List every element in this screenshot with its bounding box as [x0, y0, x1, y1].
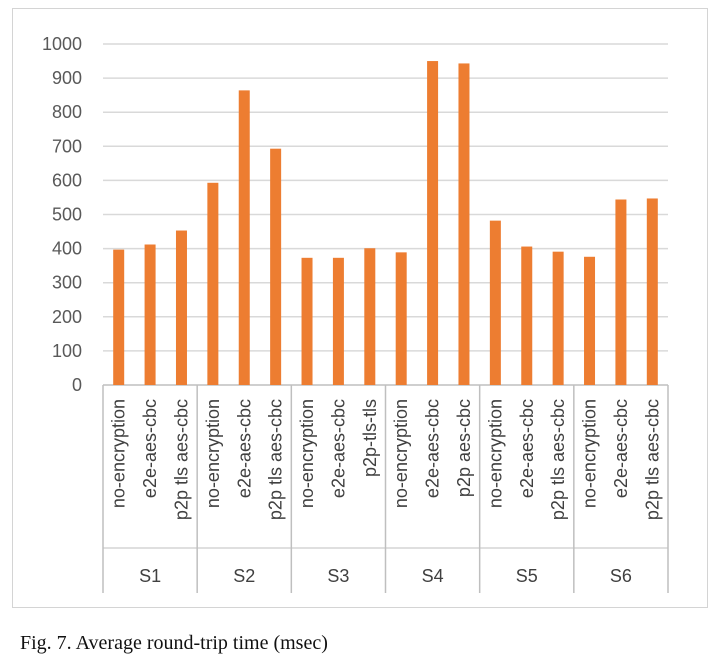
bar [332, 257, 344, 385]
x-category-label: p2p tls aes-cbc [171, 399, 191, 520]
y-tick-label: 500 [52, 205, 82, 225]
x-group-label: S1 [139, 566, 161, 586]
x-category-label: p2p tls aes-cbc [642, 399, 662, 520]
y-tick-label: 700 [52, 136, 82, 156]
y-tick-label: 1000 [42, 34, 82, 54]
bar [175, 230, 187, 385]
y-tick-label: 300 [52, 273, 82, 293]
x-category-label: no-encryption [485, 399, 505, 508]
x-category-label: e2e-aes-cbc [234, 399, 254, 498]
x-category-label: p2p tls aes-cbc [266, 399, 286, 520]
y-tick-label: 400 [52, 239, 82, 259]
x-category-label: no-encryption [391, 399, 411, 508]
x-category-label: e2e-aes-cbc [328, 399, 348, 498]
bar [521, 246, 533, 385]
bar [238, 90, 250, 385]
x-category-label: no-encryption [297, 399, 317, 508]
bar [552, 251, 564, 385]
bar [395, 252, 407, 385]
x-category-label: e2e-aes-cbc [423, 399, 443, 498]
bar [584, 256, 596, 385]
y-tick-label: 800 [52, 102, 82, 122]
bar [427, 61, 439, 386]
x-category-label: p2p aes-cbc [454, 399, 474, 497]
x-category-label: p2p-tls-tls [360, 399, 380, 477]
x-group-label: S2 [233, 566, 255, 586]
y-tick-label: 900 [52, 68, 82, 88]
x-group-label: S3 [327, 566, 349, 586]
bar [615, 199, 627, 385]
bar [144, 244, 156, 385]
figure-caption: Fig. 7. Average round-trip time (msec) [20, 632, 328, 654]
x-category-label: no-encryption [109, 399, 129, 508]
bar [270, 148, 282, 385]
x-category-label: no-encryption [203, 399, 223, 508]
bar [364, 248, 376, 385]
y-tick-label: 100 [52, 341, 82, 361]
bar [207, 182, 219, 385]
x-group-label: S6 [610, 566, 632, 586]
bar [646, 198, 658, 385]
bar [113, 249, 125, 385]
x-category-label: no-encryption [580, 399, 600, 508]
bar [458, 63, 470, 385]
x-category-label: e2e-aes-cbc [517, 399, 537, 498]
y-tick-label: 600 [52, 170, 82, 190]
y-tick-label: 0 [72, 375, 82, 395]
y-tick-label: 200 [52, 307, 82, 327]
x-category-label: e2e-aes-cbc [140, 399, 160, 498]
bar-chart: 0 100 200 300 400 500 600 700 800 900 1000 no-encry… [42, 34, 669, 593]
bar [489, 220, 501, 385]
x-group-label: S5 [516, 566, 538, 586]
x-category-label: e2e-aes-cbc [611, 399, 631, 498]
x-group-label: S4 [422, 566, 444, 586]
bar [301, 257, 313, 385]
x-category-label: p2p tls aes-cbc [548, 399, 568, 520]
